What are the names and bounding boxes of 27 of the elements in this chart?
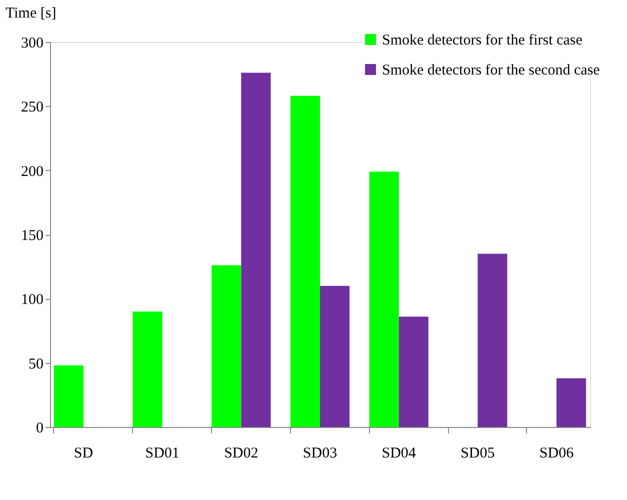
x-tick-label: SD02 xyxy=(224,446,258,462)
y-tick-label: 50 xyxy=(28,356,44,372)
legend-label: Smoke detectors for the second case xyxy=(382,62,600,78)
y-axis-title: Time [s] xyxy=(6,6,56,22)
y-tick-label: 300 xyxy=(21,36,44,52)
x-tick-label: SD03 xyxy=(302,446,338,462)
bar xyxy=(241,72,271,427)
y-tick-label: 200 xyxy=(21,164,44,180)
bar xyxy=(398,316,428,427)
x-tick-label: SD01 xyxy=(145,446,180,462)
y-tick-label: 100 xyxy=(21,292,44,308)
bar xyxy=(290,96,320,427)
bar xyxy=(556,378,586,427)
bar xyxy=(320,286,350,427)
bar xyxy=(132,312,162,427)
x-tick-label: SD04 xyxy=(382,446,416,462)
y-tick-label: 250 xyxy=(21,100,44,116)
x-tick-label: SD xyxy=(74,446,94,462)
y-tick-label: 150 xyxy=(21,228,44,244)
bar xyxy=(478,254,508,427)
bar xyxy=(212,265,242,427)
bar xyxy=(369,172,399,427)
x-tick-label: SD06 xyxy=(539,446,574,462)
bar xyxy=(54,365,84,427)
x-tick-label: SD05 xyxy=(460,446,495,462)
y-tick-label: 0 xyxy=(36,420,44,436)
legend-label: Smoke detectors for the first case xyxy=(382,32,583,48)
